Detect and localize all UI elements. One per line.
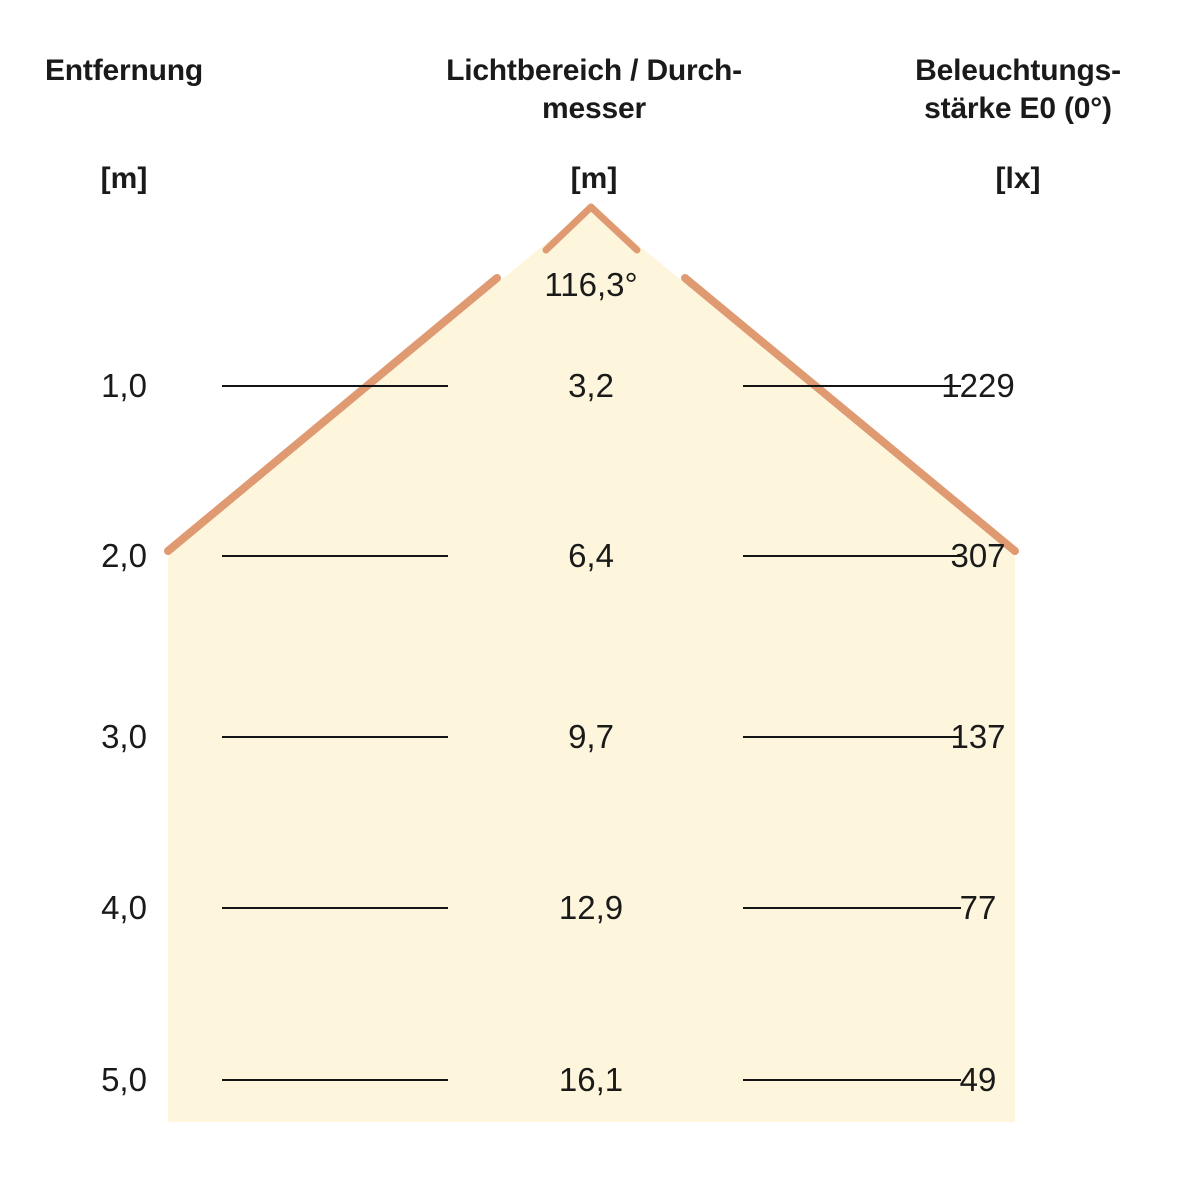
beam-apex-fill [534, 207, 648, 253]
row-tick-left [222, 907, 448, 909]
column-header-illuminance-line1: Beleuchtungs- [915, 54, 1121, 87]
beam-edge-right [681, 274, 1019, 555]
beam-edge-left [164, 274, 501, 555]
row-distance-value: 5,0 [101, 1061, 147, 1098]
row-tick-right [743, 736, 961, 738]
row-diameter-value: 9,7 [568, 718, 614, 755]
row-tick-left [222, 1079, 448, 1081]
row-tick-left [222, 555, 448, 557]
column-header-illuminance-line2: stärke E0 (0°) [924, 92, 1112, 125]
column-unit-beam-diameter: [m] [570, 162, 618, 195]
row-illuminance-value: 49 [959, 1061, 997, 1098]
column-header-distance-text: Entfernung [45, 54, 203, 87]
row-tick-right [743, 907, 961, 909]
column-unit-distance: [m] [100, 162, 148, 195]
row-illuminance-value: 137 [950, 718, 1006, 755]
row-diameter-value: 6,4 [568, 537, 614, 574]
table-row: 2,0 6,4 307 [0, 533, 1182, 579]
column-header-distance: Entfernung [8, 52, 240, 90]
beam-angle-label: 116,3° [544, 266, 638, 303]
table-row: 5,0 16,1 49 [0, 1057, 1182, 1103]
row-illuminance-value: 307 [950, 537, 1006, 574]
row-distance-value: 2,0 [101, 537, 147, 574]
row-distance-value: 1,0 [101, 367, 147, 404]
row-diameter-value: 3,2 [568, 367, 614, 404]
beam-apex-arc-cutout [329, 243, 853, 767]
beam-apex-edge-right [587, 203, 641, 254]
column-header-illuminance: Beleuchtungs- stärke E0 (0°) [862, 52, 1174, 128]
beam-angle-arc-cutout [281, 0, 901, 300]
row-distance-value: 3,0 [101, 718, 147, 755]
row-diameter-value: 16,1 [558, 1061, 624, 1098]
table-row: 1,0 3,2 1229 [0, 363, 1182, 409]
row-tick-left [222, 736, 448, 738]
row-tick-right [743, 385, 961, 387]
column-header-beam-diameter: Lichtbereich / Durch- messer [398, 52, 790, 128]
row-diameter-value: 12,9 [558, 889, 624, 926]
row-illuminance-value: 77 [959, 889, 997, 926]
row-tick-right [743, 1079, 961, 1081]
column-header-beam-line2: messer [542, 92, 646, 125]
column-header-beam-line1: Lichtbereich / Durch- [446, 54, 742, 87]
column-unit-illuminance: [lx] [995, 162, 1041, 195]
row-illuminance-value: 1229 [941, 367, 1015, 404]
row-tick-right [743, 555, 961, 557]
beam-apex-edge-left [542, 203, 595, 254]
table-row: 3,0 9,7 137 [0, 714, 1182, 760]
row-distance-value: 4,0 [101, 889, 147, 926]
table-row: 4,0 12,9 77 [0, 885, 1182, 931]
row-tick-left [222, 385, 448, 387]
